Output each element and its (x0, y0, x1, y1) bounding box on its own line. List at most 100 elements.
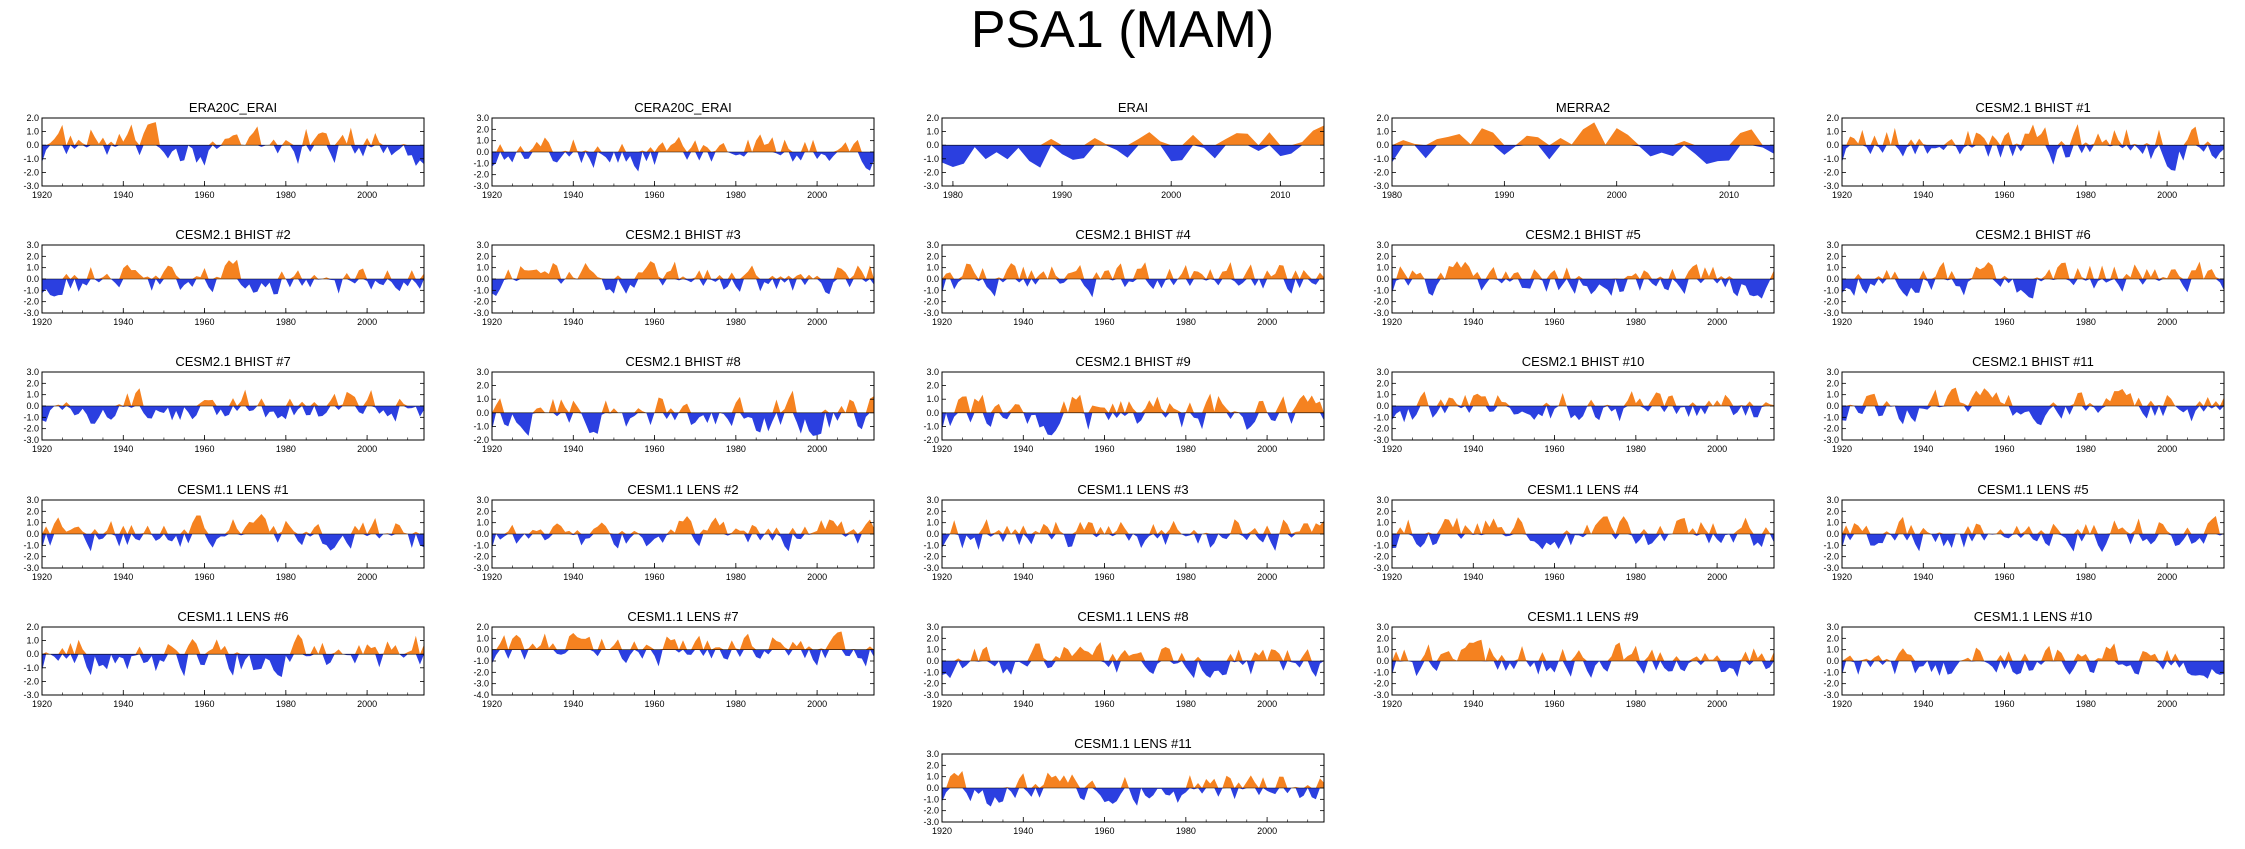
x-tick-label: 1920 (932, 444, 952, 454)
x-tick-label: 1940 (563, 444, 583, 454)
y-tick-label: 3.0 (1826, 622, 1839, 632)
y-tick-label: -2.0 (923, 679, 939, 689)
x-tick-label: 1940 (1013, 444, 1033, 454)
panel-24: CESM1.1 LENS #9 3.0 2.0 1.0 0.0 -1.0 -2.0 -3.0 1… (1350, 609, 1800, 721)
x-tick-label: 1960 (1095, 444, 1115, 454)
panel-title: CESM1.1 LENS #10 (1974, 609, 2093, 624)
y-tick-label: -2.0 (1373, 424, 1389, 434)
x-tick-label: 2000 (807, 190, 827, 200)
y-tick-label: 0.0 (26, 401, 39, 411)
y-tick-label: -3.0 (1373, 563, 1389, 573)
x-tick-label: 2000 (357, 317, 377, 327)
x-tick-label: 1980 (1626, 699, 1646, 709)
plot-frame (1391, 117, 1775, 187)
panel-chart-6: CESM2.1 BHIST #2 3.02.0 1.00.0-1.0 -2.0-3.0… (23, 227, 425, 327)
y-tick-label: 2.0 (926, 381, 939, 391)
y-tick-label: -1.0 (1823, 412, 1839, 422)
panel-chart-25: CESM1.1 LENS #10 3.02.0 1.00.0-1.0 -2.0-3.0… (1823, 609, 2225, 709)
x-tick-label: 2000 (357, 699, 377, 709)
x-tick-label: 1980 (1626, 317, 1646, 327)
y-tick-label: -2.0 (23, 424, 39, 434)
y-tick-label: -3.0 (473, 181, 489, 191)
y-tick-label: -1.0 (473, 421, 489, 431)
panel-title: CESM1.1 LENS #11 (1074, 736, 1192, 751)
y-tick-label: 2.0 (476, 381, 489, 391)
y-tick-label: 2.0 (1826, 506, 1839, 516)
x-tick-label: 1940 (1013, 699, 1033, 709)
x-tick-label: 1920 (32, 444, 52, 454)
y-tick-label: -1.0 (923, 285, 939, 295)
positive-area (492, 390, 874, 413)
y-tick-label: -1.0 (923, 794, 939, 804)
panel-title: CESM2.1 BHIST #10 (1522, 354, 1645, 369)
x-tick-label: 1920 (482, 699, 502, 709)
y-tick-label: 0.0 (476, 274, 489, 284)
panel-23: CESM1.1 LENS #8 3.0 2.0 1.0 0.0 -1.0 -2.0 -3.0 1… (900, 609, 1350, 721)
negative-area (1842, 534, 2224, 552)
y-tick-label: 2.0 (926, 633, 939, 643)
negative-area (42, 145, 424, 166)
y-tick-label: 0.0 (26, 649, 39, 659)
panel-chart-16: CESM1.1 LENS #13.02.01.00.0-1.0-2.0-3.01… (23, 482, 425, 582)
plot-frame (41, 626, 425, 696)
y-tick-label: -3.0 (1373, 308, 1389, 318)
panel-title: CESM2.1 BHIST #2 (175, 227, 290, 242)
y-tick-label: 2.0 (26, 506, 39, 516)
y-tick-label: -2.0 (473, 170, 489, 180)
y-tick-label: -2.0 (1373, 167, 1389, 177)
y-tick-label: 0.0 (26, 529, 39, 539)
positive-area (1392, 516, 1774, 534)
x-tick-label: 1920 (1832, 699, 1852, 709)
x-tick-label: 1980 (2076, 190, 2096, 200)
x-tick-label: 1920 (32, 572, 52, 582)
x-tick-label: 1980 (726, 572, 746, 582)
panel-chart-19: CESM1.1 LENS #43.02.01.00.0-1.0-2.0-3.01… (1373, 482, 1775, 582)
panel-chart-24: CESM1.1 LENS #93.02.01.00.0-1.0-2.0-3.01… (1373, 609, 1775, 709)
y-tick-label: 3.0 (926, 495, 939, 505)
x-tick-label: 1960 (645, 699, 665, 709)
x-tick-label: 1980 (1176, 444, 1196, 454)
y-tick-label: 2.0 (476, 506, 489, 516)
panel-7: CESM2.1 BHIST #3 3.0 2.0 1.0 0.0 -1.0 -2.0 -3.0… (450, 227, 900, 339)
y-tick-label: 2.0 (926, 113, 939, 123)
panel-chart-7: CESM2.1 BHIST #3 3.02.0 1.00.0-1.0 -2.0-3.0… (473, 227, 875, 327)
x-tick-label: 1980 (2076, 699, 2096, 709)
negative-area (42, 406, 424, 424)
y-tick-label: 0.0 (1826, 529, 1839, 539)
panel-title: CESM1.1 LENS #9 (1527, 609, 1638, 624)
panel-title: CESM2.1 BHIST #4 (1075, 227, 1190, 242)
y-tick-label: -1.0 (1373, 412, 1389, 422)
y-tick-label: 1.0 (926, 518, 939, 528)
y-tick-label: -2.0 (473, 435, 489, 445)
negative-area (942, 534, 1324, 551)
y-tick-label: -1.0 (1373, 285, 1389, 295)
panel-title: CESM1.1 LENS #3 (1077, 482, 1188, 497)
panel-chart-11: CESM2.1 BHIST #7 3.02.0 1.00.0-1.0 -2.0-3.0… (23, 354, 425, 454)
y-tick-label: -2.0 (473, 667, 489, 677)
y-tick-label: -3.0 (1823, 690, 1839, 700)
negative-area (42, 654, 424, 678)
y-tick-label: 1.0 (926, 394, 939, 404)
y-tick-label: -1.0 (923, 667, 939, 677)
y-tick-label: 1.0 (1376, 263, 1389, 273)
positive-area (42, 513, 424, 534)
y-tick-label: 2.0 (476, 251, 489, 261)
panel-title: CESM2.1 BHIST #8 (625, 354, 740, 369)
panel-13: CESM2.1 BHIST #9 3.0 2.0 1.0 0.0 -1.0 -2.0 1920… (900, 354, 1350, 466)
panel-6: CESM2.1 BHIST #2 3.0 2.0 1.0 0.0 -1.0 -2.0 -3.0… (0, 227, 450, 339)
x-tick-label: 1980 (276, 317, 296, 327)
y-tick-label: -2.0 (1373, 552, 1389, 562)
x-tick-label: 1940 (113, 444, 133, 454)
x-tick-label: 1960 (1095, 699, 1115, 709)
y-tick-label: -3.0 (923, 181, 939, 191)
x-tick-label: 1920 (932, 699, 952, 709)
x-tick-label: 2000 (807, 317, 827, 327)
y-tick-label: 3.0 (1376, 495, 1389, 505)
x-tick-label: 1920 (932, 572, 952, 582)
x-tick-label: 1920 (932, 317, 952, 327)
y-tick-label: -3.0 (23, 690, 39, 700)
negative-area (1842, 279, 2224, 299)
positive-area (492, 134, 874, 152)
y-tick-label: -2.0 (1373, 679, 1389, 689)
x-tick-label: 1940 (563, 572, 583, 582)
